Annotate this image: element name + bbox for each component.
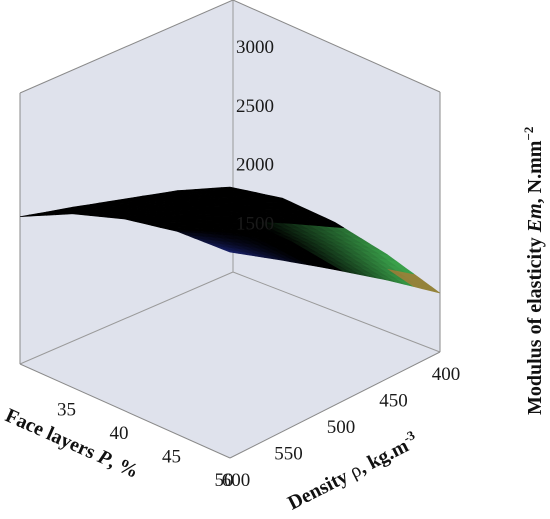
y-tick-label: 400 bbox=[432, 364, 461, 385]
surface-mesh bbox=[19, 186, 441, 294]
z-tick-label: 2000 bbox=[236, 155, 274, 176]
z-tick-label: 3000 bbox=[236, 37, 274, 58]
z-axis-title: Modulus of elasticity Em, N.mm−2 bbox=[521, 127, 546, 415]
y-tick-label: 550 bbox=[274, 444, 303, 465]
floor-pane bbox=[20, 272, 440, 458]
x-tick-label: 45 bbox=[162, 447, 181, 468]
box-edges bbox=[19, 0, 441, 459]
y-tick-label: 450 bbox=[379, 391, 408, 412]
y-axis-title: Density ρ, kg.m-3 bbox=[283, 427, 422, 514]
back-pane-left bbox=[20, 0, 233, 364]
box-edge-front-left bbox=[19, 363, 231, 459]
z-tick-label: 2500 bbox=[236, 96, 274, 117]
tick-labels: 1500200025003000350050454035400450500550… bbox=[57, 37, 461, 491]
box-edge-floor-right bbox=[232, 271, 441, 353]
box-edge-top-left bbox=[19, 0, 234, 94]
y-tick-label: 600 bbox=[222, 470, 251, 491]
x-tick-label: 35 bbox=[57, 400, 76, 421]
box-edge-floor-left bbox=[19, 271, 234, 365]
x-tick-label: 40 bbox=[110, 423, 129, 444]
box-edge-front-right bbox=[229, 351, 441, 459]
x-tick-label: 50 bbox=[215, 470, 234, 491]
box-edge-top-right bbox=[232, 0, 441, 93]
y-tick-label: 500 bbox=[327, 417, 356, 438]
surface-patch bbox=[221, 186, 239, 190]
z-tick-label: 1500 bbox=[236, 214, 274, 235]
